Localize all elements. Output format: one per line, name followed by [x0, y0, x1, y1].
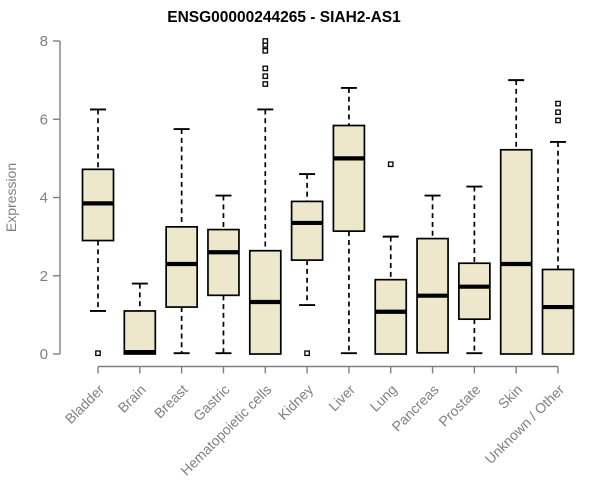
y-tick-label: 0 [40, 346, 48, 363]
box-prostate [458, 185, 491, 355]
box-brain [123, 282, 157, 355]
outlier-point [262, 47, 269, 54]
x-tick-label-breast: Breast [151, 381, 191, 421]
outlier-point [262, 73, 269, 80]
box-gastric [207, 194, 240, 355]
x-tick-label-kidney: Kidney [275, 381, 317, 423]
box-hematopoietic-cells [248, 38, 282, 355]
outlier-point [262, 65, 269, 72]
x-tick-label-unknown-other: Unknown / Other [482, 381, 568, 467]
outlier-point [555, 117, 561, 124]
box-unknown-other [541, 100, 575, 355]
outlier-point [387, 161, 394, 168]
box-kidney [290, 173, 324, 357]
iqr-box [165, 225, 198, 308]
y-tick-label: 8 [40, 33, 48, 50]
x-tick-label-bladder: Bladder [62, 381, 108, 427]
iqr-box [123, 310, 157, 355]
box-breast [165, 128, 198, 355]
outlier-point [555, 109, 561, 116]
outlier-point [304, 350, 310, 357]
x-tick-label-brain: Brain [115, 381, 149, 415]
x-tick-label-skin: Skin [495, 381, 526, 412]
y-tick-label: 6 [40, 111, 48, 128]
outlier-point [555, 100, 561, 107]
y-axis-label: Expression [3, 163, 19, 232]
box-bladder [81, 108, 115, 357]
iqr-box [458, 262, 491, 321]
boxes-layer [81, 38, 575, 357]
iqr-box [207, 228, 240, 297]
iqr-box [290, 200, 324, 261]
iqr-box [332, 124, 366, 232]
x-tick-label-lung: Lung [367, 381, 400, 414]
chart-title: ENSG00000244265 - SIAH2-AS1 [167, 9, 401, 26]
box-liver [332, 86, 366, 355]
outlier-point [95, 350, 101, 357]
y-tick-label: 4 [40, 190, 48, 207]
y-tick-label: 2 [40, 268, 48, 285]
x-tick-label-liver: Liver [325, 381, 358, 414]
iqr-box [541, 268, 575, 355]
box-skin [499, 79, 533, 355]
iqr-box [499, 148, 533, 355]
box-lung [374, 161, 408, 355]
outlier-point [262, 38, 269, 44]
iqr-box [374, 278, 408, 355]
x-tick-label-prostate: Prostate [435, 381, 483, 429]
box-pancreas [416, 194, 449, 354]
outlier-point [262, 81, 269, 87]
